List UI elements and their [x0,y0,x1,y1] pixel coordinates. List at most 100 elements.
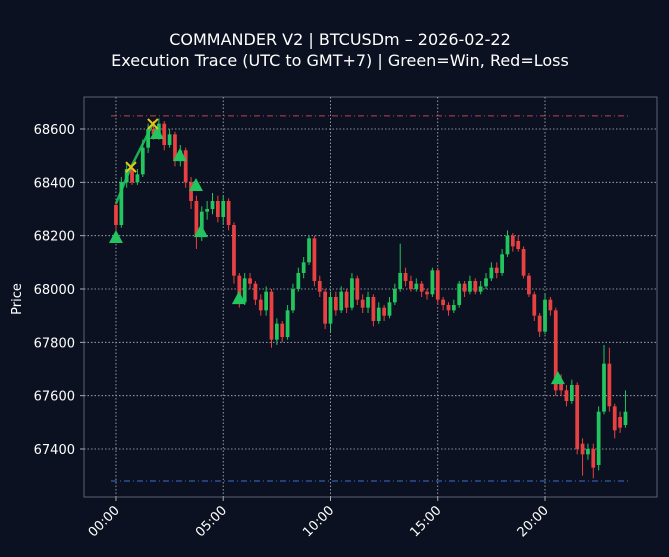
candle-body [119,182,124,225]
y-tick-label: 68200 [34,230,75,245]
candle-body [333,297,338,311]
candle-body [199,211,204,236]
candle-body [564,390,569,401]
candle-body [301,262,306,273]
candle-body [387,302,392,316]
candle-body [602,363,606,412]
win-marker [550,371,565,385]
candle-body [291,289,295,311]
candle-body [173,134,177,161]
candle-body [156,123,161,135]
candle-body [151,129,156,135]
candle-body [527,275,531,295]
y-tick-label: 68600 [34,123,75,138]
candle-body [548,299,553,311]
plot-frame [83,96,658,498]
candle-body [623,411,628,425]
candle-body [446,305,451,311]
candle-body [242,278,247,303]
candle-body [248,278,252,284]
candle-body [167,134,172,145]
candle-body [596,411,601,465]
candle-body [339,291,344,311]
y-tick-label: 68000 [34,283,75,298]
candle-body [140,147,145,175]
candle-body [221,201,226,217]
candle-body [210,201,215,209]
win-marker [108,230,123,243]
win-marker [193,224,208,238]
candle-body [323,291,328,324]
candle-body [371,297,376,321]
candle-body [162,123,167,145]
candle-body [312,238,317,281]
y-tick-label: 68400 [34,176,75,191]
candle-body [516,241,521,249]
candle-body [344,291,349,308]
candle-body [398,273,403,289]
candle-body [205,209,210,212]
candle-body [435,270,440,300]
entry-marker [125,161,137,173]
candle-body [521,249,526,276]
candle-body [473,281,478,292]
candle-body [226,201,231,225]
candle-body [462,283,467,292]
win-marker [188,178,203,191]
candle-body [500,254,504,273]
chart-subtitle: Execution Trace (UTC to GMT+7) | Green=W… [111,51,569,70]
candle-body [355,278,360,300]
candle-body [114,205,118,225]
candle-body [430,270,435,295]
candle-body [580,443,585,455]
candle-body [618,417,622,428]
y-axis-label: Price [10,283,25,315]
candle-body [484,278,488,287]
y-tick-label: 67400 [34,443,75,458]
candle-body [350,278,354,308]
candle-body [409,281,413,289]
candle-body [189,182,193,201]
candle-body [382,307,386,316]
candle-body [296,273,301,289]
candle-body [559,382,563,391]
candle-body [532,294,537,316]
candle-body [586,449,590,455]
candle-body [285,310,290,337]
candle-body [232,225,236,276]
candle-body [553,310,558,391]
chart-title: COMMANDER V2 | BTCUSDm – 2026-02-22 [169,30,511,49]
candle-body [135,174,140,183]
candle-body [478,286,483,292]
candle-body [414,283,419,289]
candle-body [280,323,285,337]
candle-body [253,283,258,300]
candle-body [569,385,574,401]
candle-body [419,283,424,292]
win-marker [149,126,164,139]
candle-body [537,315,542,332]
candle-body [451,305,456,311]
candle-body [392,289,397,303]
candle-body [258,299,263,311]
candle-body [360,299,365,308]
candle-body [510,235,515,247]
candle-body [264,291,269,311]
win-marker [231,291,246,305]
candle-body [468,281,472,292]
candle-body [494,267,499,273]
y-tick-label: 67600 [34,390,75,405]
candle-body [457,283,462,305]
candle-body [307,238,311,263]
y-tick-label: 67800 [34,336,75,351]
candle-body [612,406,617,431]
candle-body [505,235,510,255]
candle-body [403,273,408,281]
candle-body [607,363,612,407]
candle-body [575,385,580,449]
candle-body [215,201,220,217]
candle-body [366,297,370,308]
candle-body [591,449,596,468]
